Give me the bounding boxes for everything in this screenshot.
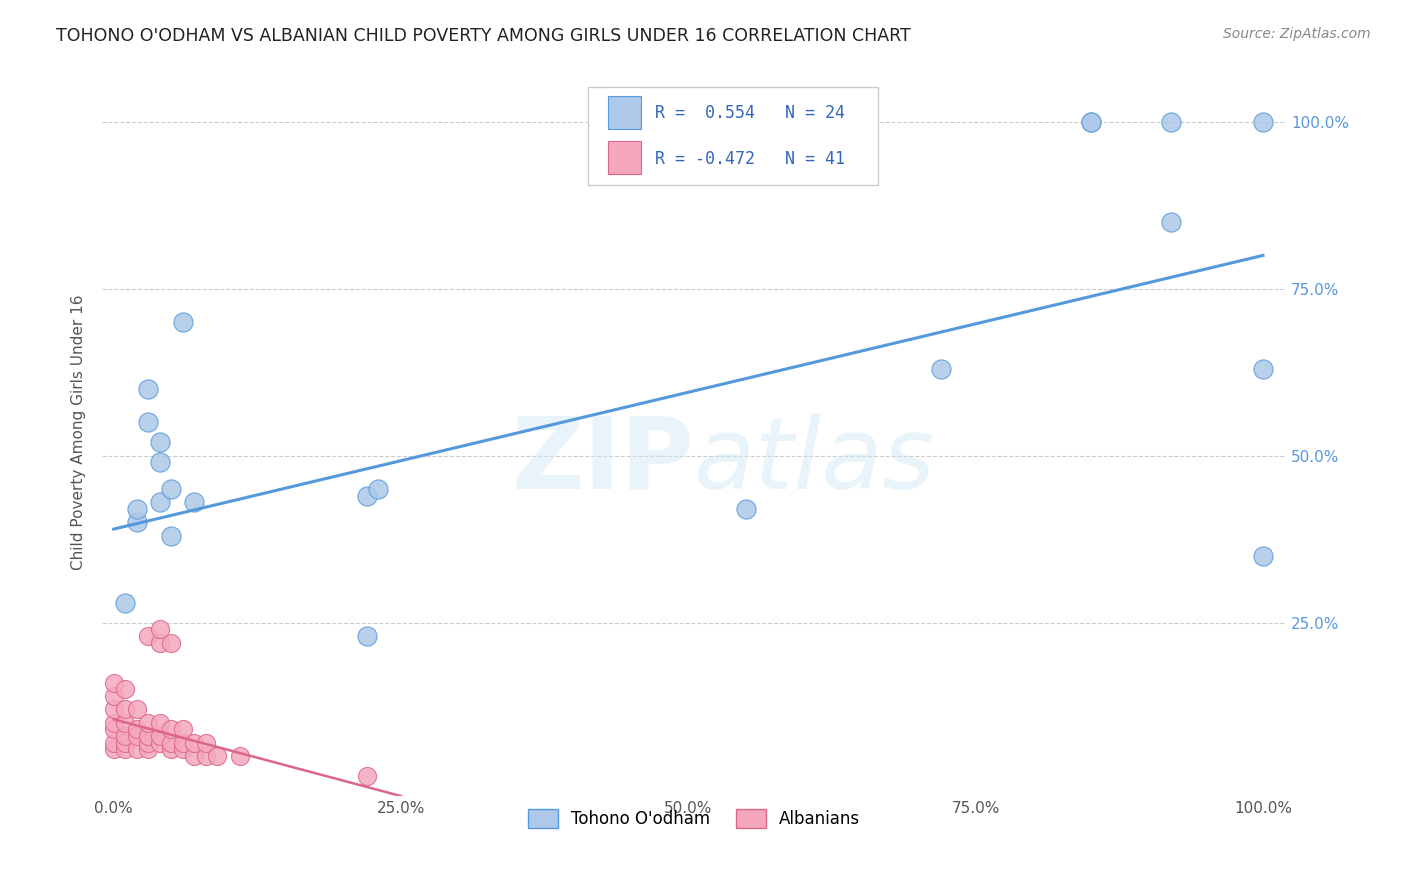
Bar (607, 95, 641, 128)
Point (103, 723, 125, 737)
Point (149, 715, 172, 730)
Point (149, 455, 172, 469)
Point (160, 482, 183, 496)
Point (125, 502, 148, 516)
Point (929, 362, 952, 376)
Point (103, 689, 125, 703)
Point (1251, 115, 1274, 129)
Point (136, 629, 159, 643)
Point (114, 742, 136, 756)
FancyBboxPatch shape (588, 87, 877, 185)
Point (160, 723, 183, 737)
Point (356, 489, 378, 503)
Point (149, 435, 172, 450)
Point (125, 729, 148, 743)
Point (114, 595, 136, 609)
Point (194, 736, 217, 750)
Point (1160, 115, 1182, 129)
Point (103, 702, 125, 716)
Point (183, 749, 205, 764)
Point (103, 736, 125, 750)
Point (114, 729, 136, 743)
Point (114, 682, 136, 697)
Point (183, 495, 205, 509)
Point (183, 736, 205, 750)
Point (114, 702, 136, 716)
Point (367, 482, 389, 496)
Point (172, 742, 194, 756)
Point (149, 622, 172, 636)
Point (1160, 215, 1182, 229)
Point (125, 742, 148, 756)
Point (149, 736, 172, 750)
Point (114, 736, 136, 750)
Text: R =  0.554   N = 24: R = 0.554 N = 24 (655, 104, 845, 122)
Point (149, 729, 172, 743)
Point (103, 675, 125, 690)
Text: ZIP: ZIP (512, 413, 695, 510)
Text: Source: ZipAtlas.com: Source: ZipAtlas.com (1223, 27, 1371, 41)
Point (136, 742, 159, 756)
Point (205, 749, 228, 764)
Point (1080, 115, 1102, 129)
Text: TOHONO O'ODHAM VS ALBANIAN CHILD POVERTY AMONG GIRLS UNDER 16 CORRELATION CHART: TOHONO O'ODHAM VS ALBANIAN CHILD POVERTY… (56, 27, 911, 45)
Text: atlas: atlas (695, 413, 936, 510)
Point (194, 749, 217, 764)
Point (734, 502, 756, 516)
Point (114, 715, 136, 730)
Point (103, 715, 125, 730)
Point (229, 749, 252, 764)
Point (149, 495, 172, 509)
Point (125, 702, 148, 716)
Point (1251, 549, 1274, 563)
Bar (607, 141, 641, 174)
Point (125, 516, 148, 530)
Y-axis label: Child Poverty Among Girls Under 16: Child Poverty Among Girls Under 16 (72, 294, 86, 570)
Point (125, 723, 148, 737)
Point (172, 723, 194, 737)
Point (1251, 362, 1274, 376)
Point (356, 769, 378, 783)
Point (136, 729, 159, 743)
Point (136, 736, 159, 750)
Point (136, 715, 159, 730)
Point (136, 382, 159, 396)
Point (160, 529, 183, 543)
Point (172, 736, 194, 750)
Legend: Tohono O'odham, Albanians: Tohono O'odham, Albanians (522, 803, 866, 835)
Point (136, 415, 159, 429)
Point (160, 736, 183, 750)
Point (1080, 115, 1102, 129)
Point (160, 742, 183, 756)
Point (172, 315, 194, 329)
Point (160, 635, 183, 649)
Point (103, 742, 125, 756)
Point (356, 629, 378, 643)
Point (149, 635, 172, 649)
Text: R = -0.472   N = 41: R = -0.472 N = 41 (655, 150, 845, 168)
